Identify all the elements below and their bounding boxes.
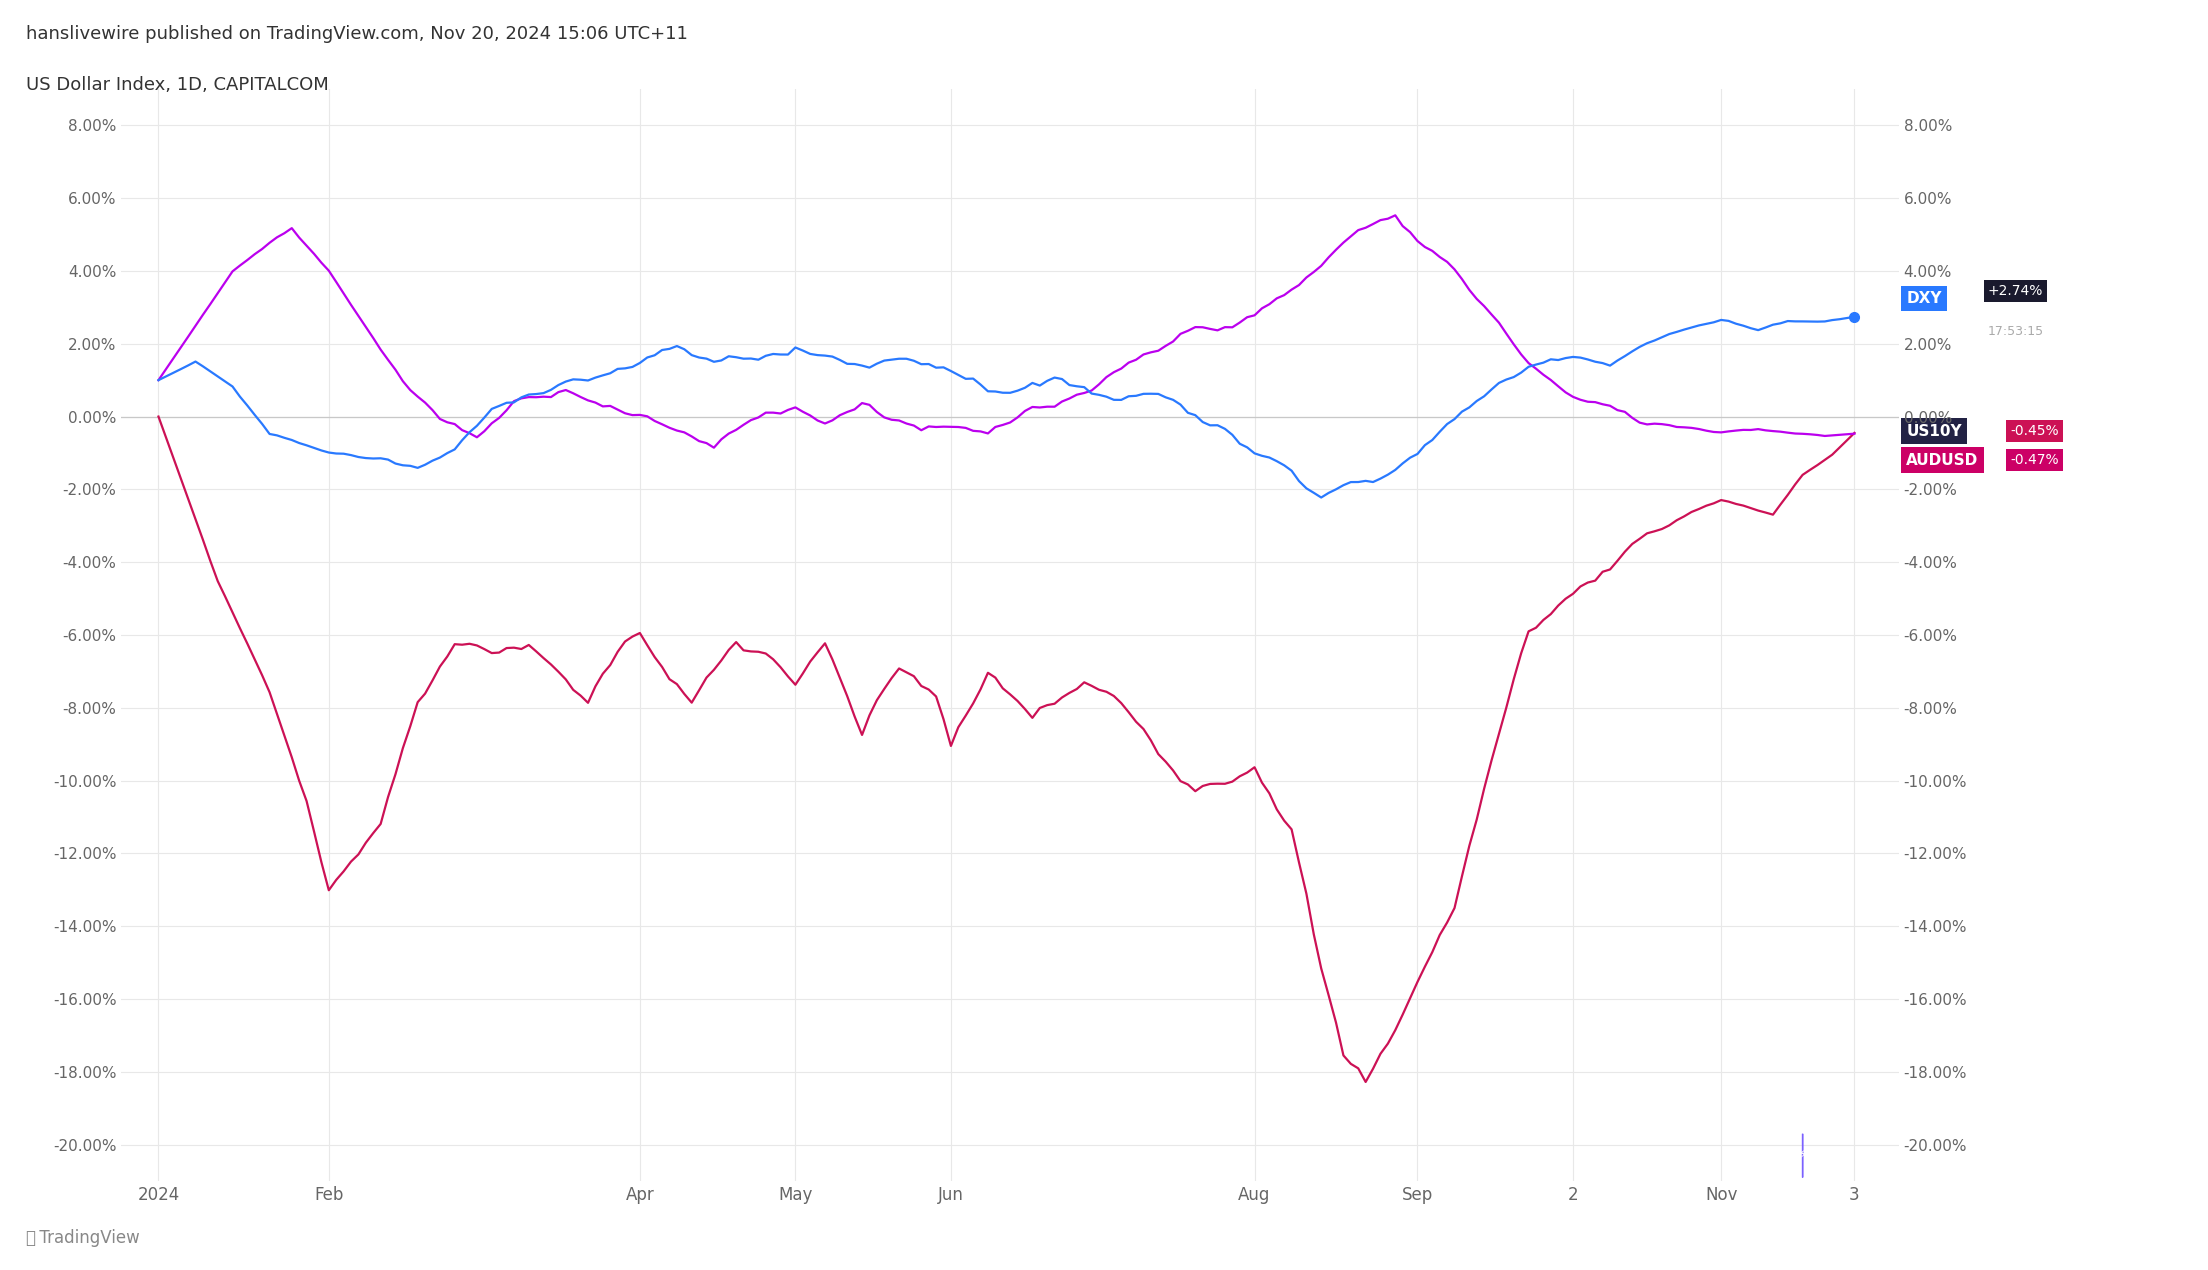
Text: ⚡: ⚡ <box>1797 1148 1808 1162</box>
Text: DXY: DXY <box>1906 291 1941 306</box>
Text: AUDUSD: AUDUSD <box>1906 452 1978 467</box>
Text: hanslivewire published on TradingView.com, Nov 20, 2024 15:06 UTC+11: hanslivewire published on TradingView.co… <box>26 25 689 43</box>
Text: -0.45%: -0.45% <box>2009 424 2058 438</box>
Text: 17:53:15: 17:53:15 <box>1987 325 2045 338</box>
Text: -0.47%: -0.47% <box>2009 453 2058 467</box>
Text: +2.74%: +2.74% <box>1987 284 2042 298</box>
Text: US Dollar Index, 1D, CAPITALCOM: US Dollar Index, 1D, CAPITALCOM <box>26 76 329 94</box>
Text: US10Y: US10Y <box>1906 424 1963 438</box>
Text: Ⓣ TradingView: Ⓣ TradingView <box>26 1229 141 1247</box>
